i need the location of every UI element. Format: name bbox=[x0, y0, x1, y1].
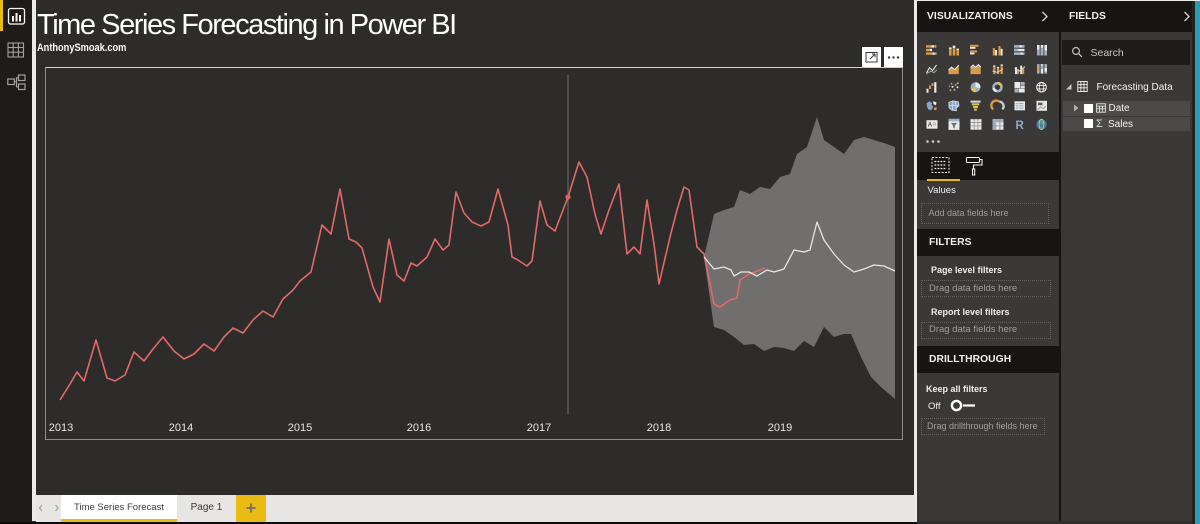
svg-text:A: A bbox=[928, 123, 933, 129]
svg-text:2019: 2019 bbox=[768, 422, 792, 434]
svg-text:2014: 2014 bbox=[169, 422, 193, 434]
svg-text:2016: 2016 bbox=[407, 422, 431, 434]
svg-text:2013: 2013 bbox=[49, 422, 73, 434]
svg-text:R: R bbox=[1016, 120, 1025, 132]
svg-text:2017: 2017 bbox=[527, 422, 551, 434]
svg-text:2018: 2018 bbox=[647, 422, 671, 434]
svg-text:2015: 2015 bbox=[288, 422, 312, 434]
